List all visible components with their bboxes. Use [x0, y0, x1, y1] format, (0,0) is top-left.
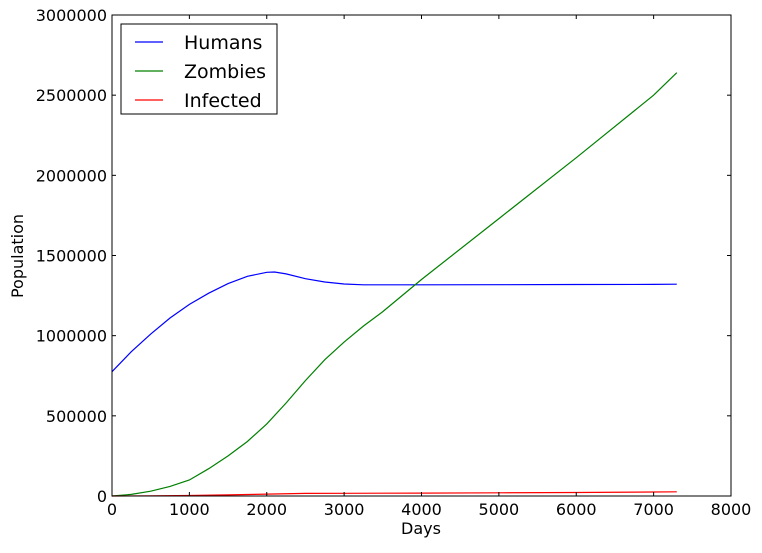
x-tick-label: 6000 [556, 500, 597, 519]
x-tick-label: 2000 [246, 500, 287, 519]
legend: Humans Zombies Infected [120, 23, 278, 115]
x-tick-label: 5000 [479, 500, 520, 519]
y-tick-label: 1000000 [36, 327, 107, 346]
y-tick-label: 2000000 [36, 166, 107, 185]
x-tick-label: 0 [107, 500, 117, 519]
series-line-humans [111, 271, 677, 373]
x-tick-label: 4000 [401, 500, 442, 519]
legend-label-infected: Infected [184, 90, 262, 112]
axis-ticks: 0 1000 2000 3000 4000 5000 6000 7000 8000 0 500000… [36, 6, 752, 519]
y-tick-label: 3000000 [36, 6, 107, 25]
y-tick-label: 2500000 [36, 86, 107, 105]
y-tick-label: 1500000 [36, 247, 107, 266]
legend-label-humans: Humans [184, 32, 262, 54]
plot-frame [111, 14, 732, 497]
x-axis-label: Days [401, 519, 441, 538]
x-tick-label: 7000 [633, 500, 674, 519]
legend-label-zombies: Zombies [184, 61, 266, 83]
series-line-zombies [111, 72, 678, 497]
y-axis-label: Population [8, 214, 27, 298]
x-tick-label: 8000 [711, 500, 752, 519]
legend-box [120, 23, 278, 115]
y-tick-label: 500000 [46, 407, 107, 426]
x-tick-label: 1000 [169, 500, 210, 519]
x-tick-label: 3000 [324, 500, 365, 519]
y-tick-label: 0 [97, 487, 107, 506]
